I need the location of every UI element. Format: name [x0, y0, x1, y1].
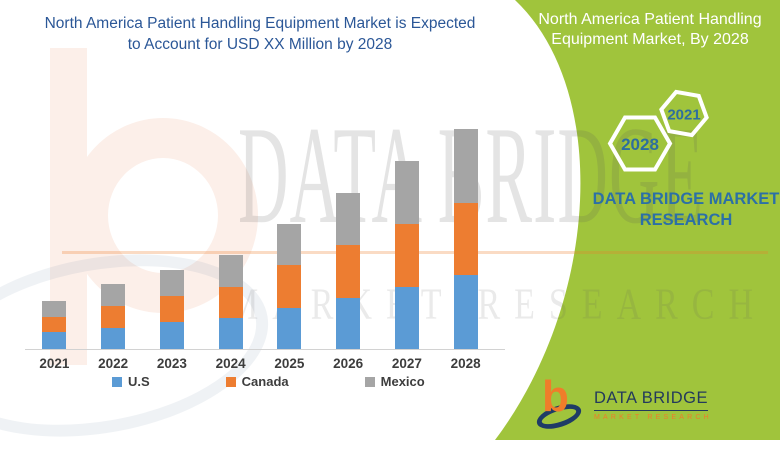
- x-tick-label-2025: 2025: [274, 356, 305, 371]
- bar-column-2027: [378, 128, 437, 349]
- bar-column-2028: [436, 128, 495, 349]
- bar-segment-2027-mexico: [394, 161, 419, 224]
- bar-segment-2028-mexico: [453, 129, 478, 203]
- bar-segment-2021-us: [42, 332, 67, 349]
- bar-segment-2023-canada: [159, 296, 184, 322]
- bar-column-2024: [201, 128, 260, 349]
- side-panel: North America Patient Handling Equipment…: [538, 11, 780, 231]
- bar-stack-2022: [101, 284, 126, 349]
- legend-item-canada: Canada: [225, 374, 289, 389]
- brand-text-line2: RESEARCH: [639, 211, 733, 229]
- legend-item-mexico: Mexico: [364, 374, 425, 389]
- x-tick-label-2021: 2021: [39, 356, 70, 371]
- bar-segment-2028-canada: [453, 203, 478, 275]
- bar-segment-2025-us: [277, 308, 302, 349]
- bar-column-2023: [143, 128, 202, 349]
- legend-label: Mexico: [380, 374, 425, 389]
- bar-column-2025: [260, 128, 319, 349]
- hexagon-badges: 2028 2021: [607, 89, 709, 172]
- hexagon-2021-label: 2021: [667, 107, 700, 124]
- bar-stack-2021: [42, 301, 67, 349]
- chart-title-line1: North America Patient Handling Equipment…: [44, 15, 476, 32]
- bar-segment-2027-canada: [394, 224, 419, 287]
- bar-segment-2025-mexico: [277, 224, 302, 265]
- hexagon-2028-label: 2028: [621, 135, 659, 154]
- bar-segment-2025-canada: [277, 265, 302, 308]
- legend-swatch-icon: [364, 376, 375, 387]
- bar-segment-2022-mexico: [101, 284, 126, 306]
- bar-segment-2027-us: [394, 287, 419, 349]
- logo-name: DATA BRIDGE: [594, 389, 708, 411]
- bar-segment-2024-canada: [218, 287, 243, 318]
- bar-segment-2026-canada: [336, 245, 361, 298]
- legend-label: U.S: [128, 374, 150, 389]
- bar-segment-2022-us: [101, 328, 126, 349]
- legend-swatch-icon: [225, 376, 236, 387]
- legend-label: Canada: [241, 374, 289, 389]
- x-axis-line: [25, 349, 505, 350]
- x-tick-label-2024: 2024: [215, 356, 246, 371]
- bar-segment-2026-mexico: [336, 193, 361, 245]
- bar-column-2026: [319, 128, 378, 349]
- logo-text-block: DATA BRIDGE MARKET RESEARCH: [594, 389, 712, 421]
- hexagon-2021-outline: [659, 89, 709, 138]
- bar-stack-2023: [159, 270, 184, 349]
- bar-stack-2028: [453, 129, 478, 349]
- x-axis-labels: 2021 2022 2023 2024 2025 2026 2027 2028: [25, 356, 495, 371]
- legend-swatch-icon: [112, 376, 122, 387]
- logo-tagline: MARKET RESEARCH: [594, 414, 712, 421]
- bar-segment-2023-us: [159, 322, 184, 349]
- bar-stack-2026: [336, 193, 361, 349]
- chart-area: North America Patient Handling Equipment…: [25, 13, 505, 389]
- bar-segment-2021-canada: [42, 317, 67, 332]
- hexagon-2028-outline: [607, 115, 673, 172]
- legend-item-us: U.S: [112, 374, 150, 389]
- bar-segment-2023-mexico: [159, 270, 184, 296]
- green-panel-background: [495, 0, 780, 440]
- bar-stack-2024: [218, 255, 243, 349]
- bar-segment-2026-us: [336, 298, 361, 349]
- data-bridge-logo: b DATA BRIDGE MARKET RESEARCH: [533, 372, 712, 434]
- bar-segment-2024-mexico: [218, 255, 243, 287]
- brand-text: DATA BRIDGE MARKET RESEARCH: [546, 189, 780, 231]
- logo-b-icon: b: [542, 372, 569, 421]
- bar-stack-2025: [277, 224, 302, 349]
- x-tick-label-2027: 2027: [391, 356, 422, 371]
- bar-segment-2021-mexico: [42, 301, 67, 317]
- chart-title: North America Patient Handling Equipment…: [40, 13, 480, 55]
- bar-segment-2022-canada: [101, 306, 126, 328]
- x-tick-label-2026: 2026: [333, 356, 364, 371]
- chart-legend: U.S Canada Mexico: [112, 374, 425, 389]
- bar-column-2021: [25, 128, 84, 349]
- green-panel-shape: [495, 0, 780, 440]
- x-tick-label-2023: 2023: [156, 356, 187, 371]
- plot-area: [25, 128, 495, 349]
- bar-segment-2028-us: [453, 275, 478, 349]
- brand-text-line1: DATA BRIDGE MARKET: [592, 190, 780, 208]
- x-tick-label-2028: 2028: [450, 356, 481, 371]
- side-panel-title: North America Patient Handling Equipment…: [538, 11, 762, 48]
- data-bridge-logo-icon: b: [533, 372, 590, 434]
- bar-stack-2027: [394, 161, 419, 349]
- x-tick-label-2022: 2022: [98, 356, 129, 371]
- bar-column-2022: [84, 128, 143, 349]
- bar-segment-2024-us: [218, 318, 243, 349]
- chart-title-line2: to Account for USD XX Million by 2028: [127, 36, 393, 53]
